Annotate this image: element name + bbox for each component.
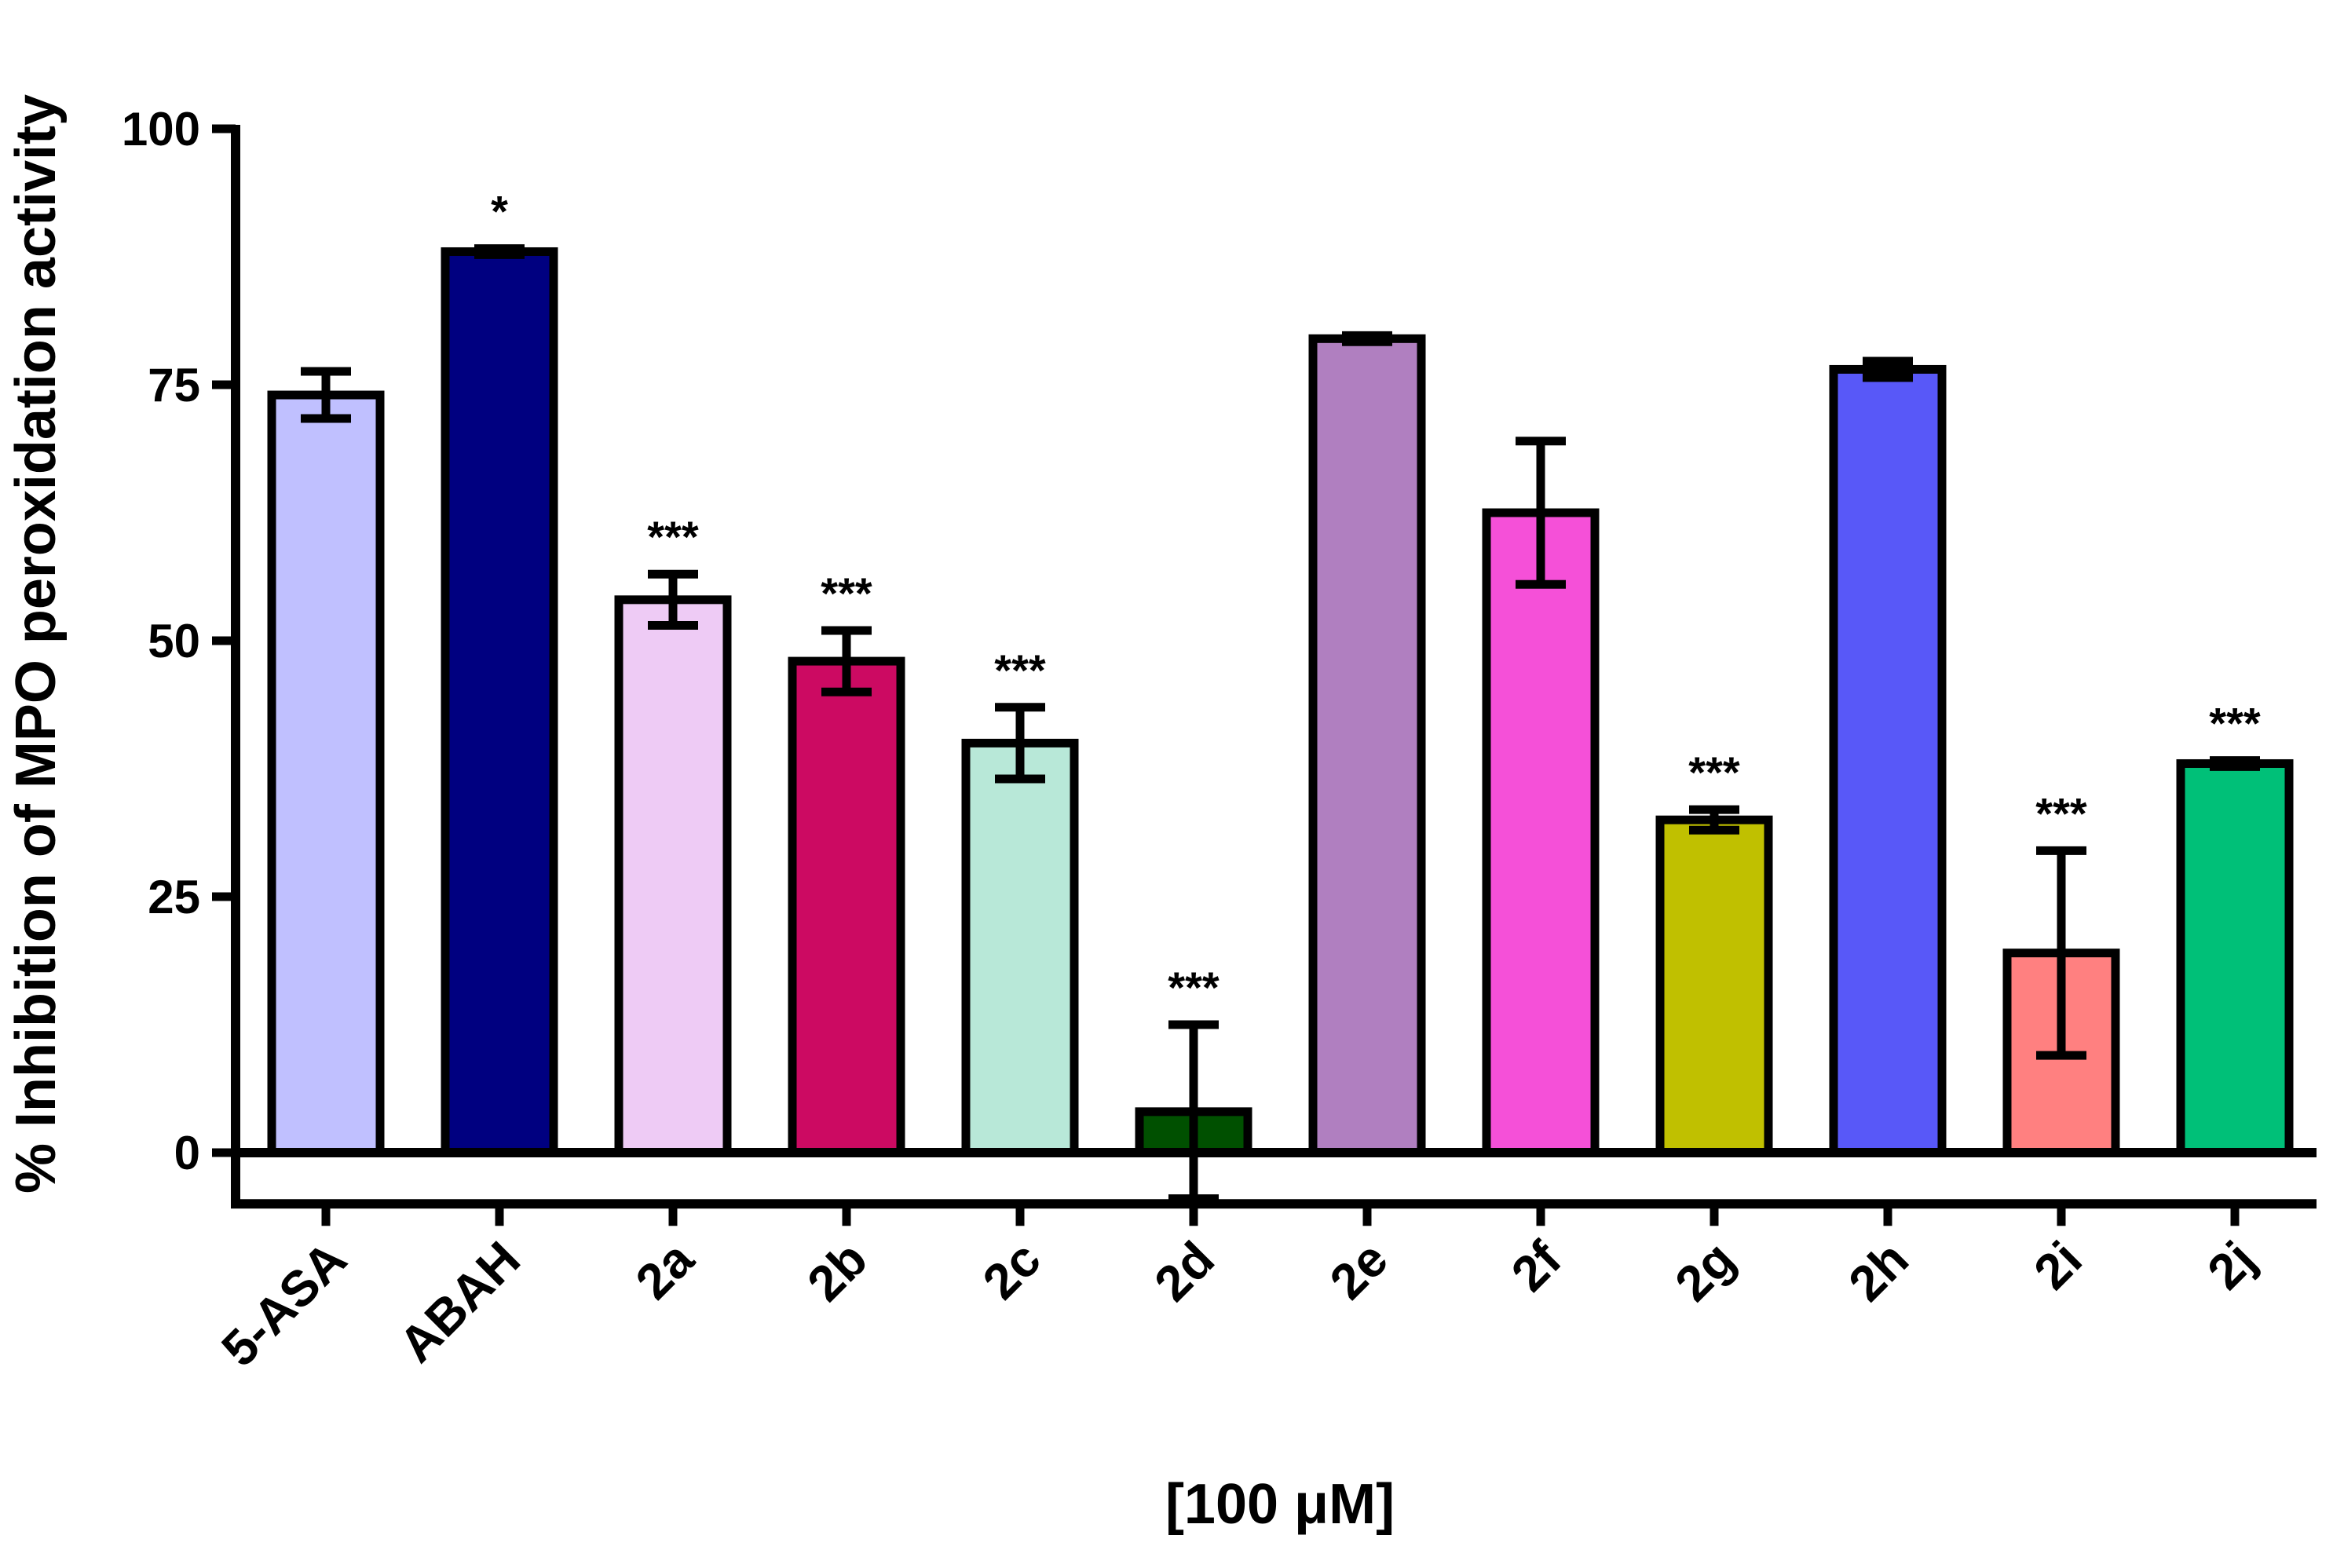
y-tick-label-75: 75 <box>148 359 200 411</box>
bar-2f <box>1482 508 1600 1157</box>
significance-label-2c: *** <box>994 645 1046 695</box>
bar-2j <box>2176 758 2294 1157</box>
x-axis-title: [100 μM] <box>1165 1473 1395 1536</box>
bar-ABAH <box>441 247 558 1157</box>
x-tick-label-ABAH: ABAH <box>388 1230 531 1373</box>
bar-5-ASA <box>267 390 385 1157</box>
x-tick-label-2g: 2g <box>1664 1230 1746 1312</box>
significance-label-2d: *** <box>1168 963 1220 1012</box>
significance-label-2a: *** <box>647 512 699 561</box>
x-tick-label-5-ASA: 5-ASA <box>210 1230 357 1377</box>
bar-2c <box>961 738 1079 1157</box>
y-tick-label-100: 100 <box>122 103 200 155</box>
x-tick-label-2a: 2a <box>625 1230 705 1310</box>
x-tick-label-2i: 2i <box>2023 1230 2093 1300</box>
y-tick-label-50: 50 <box>148 615 200 667</box>
x-tick-label-2f: 2f <box>1501 1230 1573 1303</box>
bar-2e <box>1308 334 1426 1157</box>
bars-layer <box>267 244 2294 1204</box>
significance-label-2j: *** <box>2209 699 2261 748</box>
x-tick-label-2b: 2b <box>796 1230 878 1312</box>
significance-label-ABAH: * <box>491 187 508 236</box>
y-tick-label-0: 0 <box>174 1127 200 1179</box>
x-tick-label-2c: 2c <box>972 1230 1051 1310</box>
y-tick-label-25: 25 <box>148 871 200 923</box>
y-axis-title: % Inhibition of MPO peroxidation activit… <box>5 94 68 1193</box>
bar-2g <box>1655 815 1773 1157</box>
x-tick-label-2d: 2d <box>1143 1230 1225 1312</box>
bar-2h <box>1829 364 1947 1157</box>
x-tick-label-2e: 2e <box>1319 1230 1399 1310</box>
significance-label-2i: *** <box>2035 788 2087 838</box>
bar-2b <box>788 656 905 1157</box>
x-tick-label-2h: 2h <box>1838 1230 1919 1312</box>
significance-label-2b: *** <box>821 568 872 618</box>
bar-2a <box>614 595 732 1157</box>
x-tick-label-2j: 2j <box>2196 1230 2266 1300</box>
significance-label-2g: *** <box>1688 747 1740 797</box>
axes-layer <box>212 124 2317 1226</box>
